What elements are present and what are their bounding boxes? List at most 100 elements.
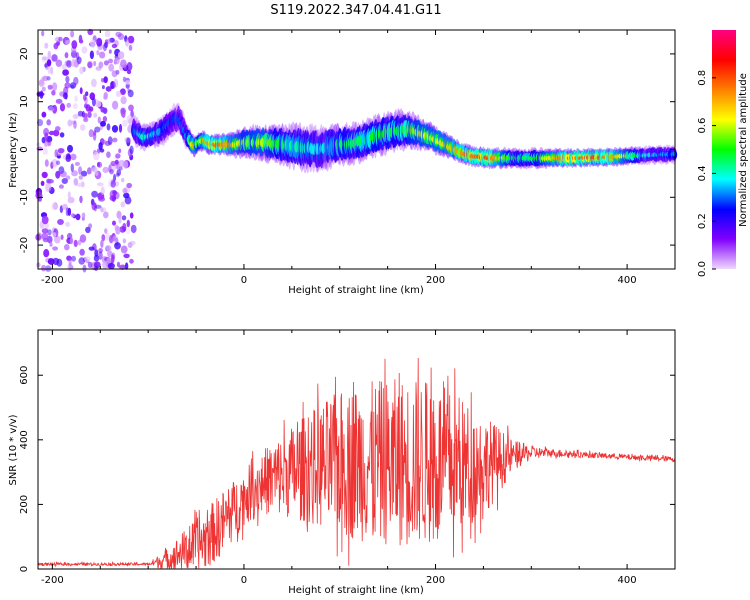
noise-cell xyxy=(60,234,64,240)
noise-cell xyxy=(65,175,71,180)
noise-cell xyxy=(44,132,49,141)
noise-cell xyxy=(100,207,104,213)
noise-cell xyxy=(87,61,93,69)
noise-cell xyxy=(38,79,45,85)
noise-cell xyxy=(120,59,127,68)
noise-cell xyxy=(96,37,103,47)
noise-cell xyxy=(42,56,49,61)
noise-cell xyxy=(108,63,115,72)
noise-cell xyxy=(66,102,71,108)
noise-cell xyxy=(91,190,98,198)
noise-cell xyxy=(75,213,81,221)
noise-cell xyxy=(101,139,107,145)
noise-cell xyxy=(107,250,113,258)
noise-cell xyxy=(72,114,79,119)
noise-cell xyxy=(109,169,114,175)
noise-cell xyxy=(96,182,104,187)
colorbar-tick-label: 0.2 xyxy=(697,213,708,229)
noise-cell xyxy=(95,204,102,209)
noise-cell xyxy=(114,57,120,65)
noise-cell xyxy=(123,192,130,199)
spectrogram-y-tick-label: 20 xyxy=(19,48,30,61)
noise-cell xyxy=(112,100,119,110)
noise-cell xyxy=(85,91,89,96)
noise-cell xyxy=(51,202,58,210)
noise-cell xyxy=(115,69,120,75)
noise-cell xyxy=(53,129,60,137)
noise-cell xyxy=(53,42,59,50)
noise-cell xyxy=(41,30,45,37)
noise-cell xyxy=(44,63,48,68)
noise-cell xyxy=(64,244,70,251)
noise-cell xyxy=(71,40,78,49)
spectrogram-panel: -200 0 200 400 -20 -10 0 10 20 Height of straig… xyxy=(8,28,678,296)
noise-cell xyxy=(113,173,117,182)
noise-cell xyxy=(40,180,45,186)
noise-cell xyxy=(112,220,116,226)
noise-cell xyxy=(103,60,109,66)
noise-cell xyxy=(120,245,128,254)
spectrogram-y-ticks: -20 -10 0 10 20 xyxy=(19,48,675,253)
noise-cell xyxy=(111,125,119,133)
noise-cell xyxy=(114,159,119,165)
noise-cell xyxy=(79,87,83,95)
noise-cell xyxy=(108,49,112,54)
noise-cell xyxy=(109,190,117,199)
noise-cell xyxy=(87,111,92,118)
noise-cell xyxy=(44,42,49,49)
noise-cell xyxy=(41,215,49,225)
snr-x-ticks: -200 0 200 400 xyxy=(41,330,676,586)
snr-y-tick-label: 400 xyxy=(19,430,30,449)
noise-cell xyxy=(120,201,126,208)
noise-cell xyxy=(48,130,55,136)
snr-x-tick-label: 200 xyxy=(426,575,445,586)
noise-cell xyxy=(58,184,64,189)
noise-cell xyxy=(98,248,103,254)
noise-cell xyxy=(67,144,73,153)
noise-cell xyxy=(111,70,118,78)
noise-cell xyxy=(64,82,71,89)
noise-cell xyxy=(91,201,97,211)
noise-cell xyxy=(62,92,68,100)
noise-cell xyxy=(125,38,130,47)
noise-cell xyxy=(129,145,134,155)
noise-cell xyxy=(103,76,108,84)
noise-cell xyxy=(42,237,49,243)
snr-frame xyxy=(37,329,676,570)
noise-cell xyxy=(100,106,106,113)
noise-cell xyxy=(106,123,111,131)
noise-cell xyxy=(70,153,77,161)
noise-cell xyxy=(59,132,65,138)
noise-cell xyxy=(103,92,108,100)
noise-cell xyxy=(113,78,119,88)
noise-cell xyxy=(59,170,67,178)
noise-cell xyxy=(126,62,133,71)
noise-cell xyxy=(117,51,125,60)
noise-cell xyxy=(120,107,126,115)
noise-cell xyxy=(102,166,109,173)
noise-cell xyxy=(46,119,51,126)
noise-cell xyxy=(47,84,53,90)
noise-cell xyxy=(105,232,110,241)
spectrogram-marks xyxy=(131,102,678,174)
noise-cell xyxy=(68,257,72,266)
noise-cell xyxy=(94,126,101,133)
noise-cell xyxy=(129,258,134,264)
noise-cell xyxy=(117,33,125,40)
noise-cell xyxy=(83,94,87,101)
noise-cell xyxy=(78,257,85,265)
noise-cell xyxy=(61,64,67,70)
noise-cell xyxy=(71,213,75,218)
noise-cell xyxy=(64,39,71,45)
snr-y-tick-label: 0 xyxy=(19,566,30,572)
noise-cell xyxy=(120,96,127,105)
noise-cell xyxy=(91,78,97,88)
noise-cell xyxy=(107,136,113,146)
snr-plot-area xyxy=(38,330,675,569)
noise-cell xyxy=(57,219,64,225)
noise-cell xyxy=(87,261,93,269)
noise-cell xyxy=(104,30,111,38)
noise-cell xyxy=(55,126,61,132)
noise-cell xyxy=(115,90,122,97)
noise-cell xyxy=(79,66,84,75)
